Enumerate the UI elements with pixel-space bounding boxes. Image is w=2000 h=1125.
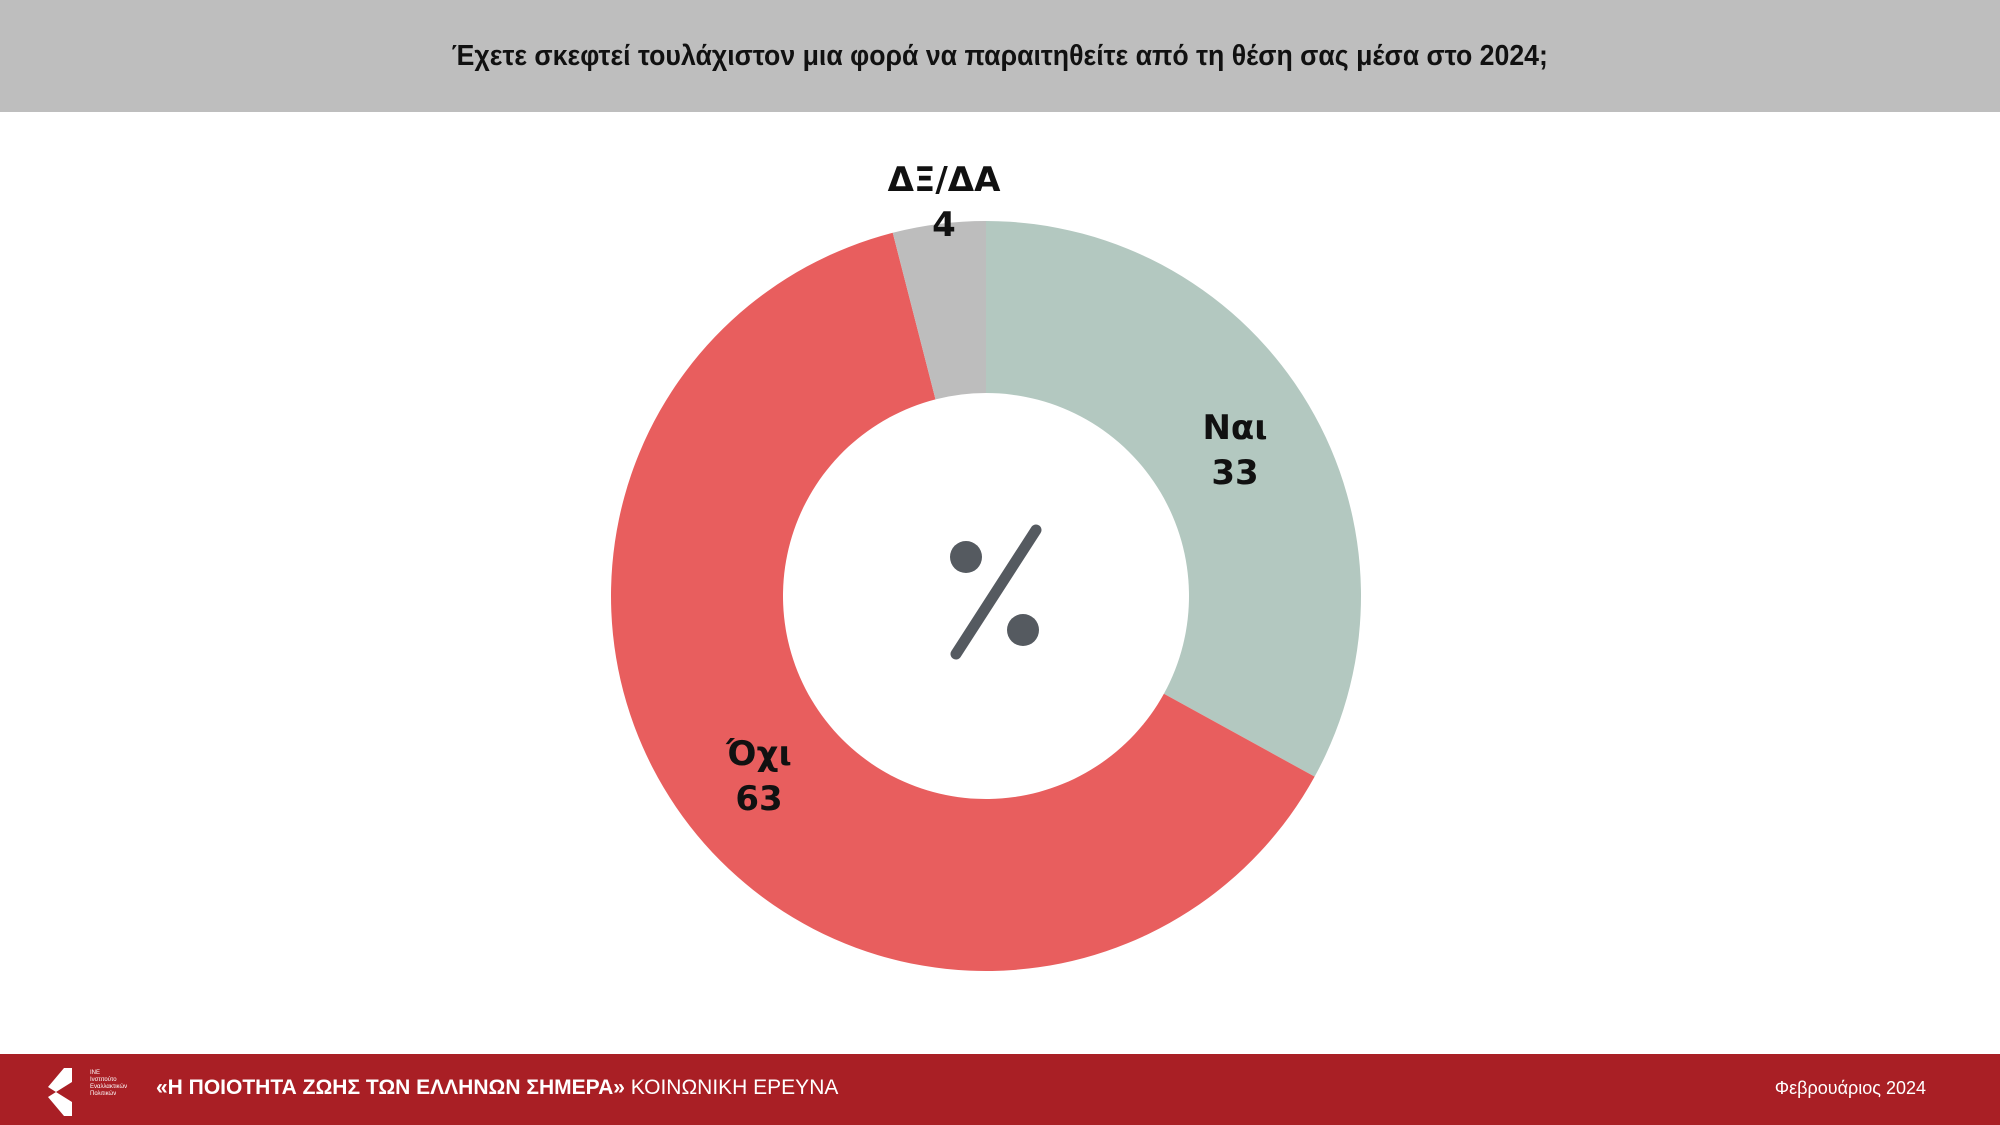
slice-value-label: 63 — [735, 779, 782, 819]
logo-text-line: Εναλλακτικών — [90, 1084, 128, 1090]
logo-icon — [48, 1068, 72, 1116]
donut-slice-2 — [892, 221, 986, 400]
slice-category-label: Όχι — [725, 734, 791, 774]
percent-icon — [950, 524, 1042, 660]
survey-type: ΚΟΙΝΩΝΙΚΗ ΕΡΕΥΝΑ — [630, 1076, 839, 1099]
logo-text-line: Ινστιτούτο — [90, 1077, 117, 1083]
title-bar: Έχετε σκεφτεί τουλάχιστον μια φορά να πα… — [0, 0, 2000, 112]
slice-category-label: ΔΞ/ΔΑ — [888, 160, 1002, 200]
slice-category-label: Ναι — [1202, 408, 1267, 448]
slice-value-label: 4 — [932, 205, 956, 245]
chart-title: Έχετε σκεφτεί τουλάχιστον μια φορά να πα… — [451, 39, 1549, 72]
survey-date: Φεβρουάριος 2024 — [1774, 1078, 1926, 1098]
logo-text: ΙΝΕ Ινστιτούτο Εναλλακτικών Πολιτικών — [90, 1070, 130, 1098]
donut-slice-0 — [986, 221, 1362, 777]
logo-text-line: ΙΝΕ — [90, 1070, 101, 1076]
footer-bar: ΙΝΕ Ινστιτούτο Εναλλακτικών Πολιτικών «Η… — [0, 1054, 2000, 1125]
donut-slice-1 — [611, 232, 1315, 971]
survey-name: «Η ΠΟΙΟΤΗΤΑ ΖΩΗΣ ΤΩΝ ΕΛΛΗΝΩΝ ΣΗΜΕΡΑ» ΚΟΙ… — [156, 1076, 838, 1100]
logo-text-line: Πολιτικών — [90, 1091, 117, 1097]
survey-title: «Η ΠΟΙΟΤΗΤΑ ΖΩΗΣ ΤΩΝ ΕΛΛΗΝΩΝ ΣΗΜΕΡΑ» — [156, 1076, 625, 1099]
slice-value-label: 33 — [1211, 453, 1258, 493]
